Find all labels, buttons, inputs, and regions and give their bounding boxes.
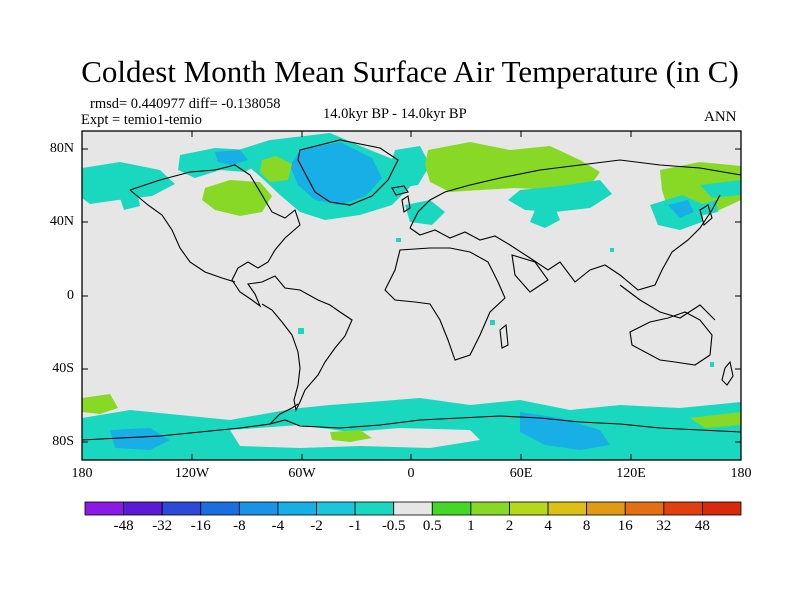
stats-label: rmsd= 0.440977 diff= -0.138058 xyxy=(90,96,281,112)
colorbar-swatch xyxy=(200,501,240,516)
colorbar-label: 2 xyxy=(505,518,514,534)
colorbar-label: -8 xyxy=(233,518,246,534)
season-label: ANN xyxy=(704,109,737,125)
coast-japan xyxy=(699,204,713,226)
anomaly-patch-north-pacific-east xyxy=(700,180,741,198)
coast-new-zealand xyxy=(721,360,734,386)
coast-antarctic-peninsula xyxy=(269,403,299,425)
colorbar-label: 8 xyxy=(582,518,591,534)
period-label: 14.0kyr BP - 14.0kyr BP xyxy=(323,106,467,122)
x-tick-label: 180 xyxy=(71,466,93,481)
colorbar-label: -4 xyxy=(271,518,285,534)
colorbar-label: -16 xyxy=(190,518,211,534)
coast-antarctica xyxy=(82,415,741,441)
colorbar-label: -32 xyxy=(152,518,173,534)
anomaly-patch-antarctic-core xyxy=(520,412,610,450)
anomaly-patch-greenland-warm xyxy=(260,156,292,182)
anomaly-patch-antarctic-core-west xyxy=(110,428,170,450)
coastlines xyxy=(82,139,741,441)
colorbar-label: 16 xyxy=(617,518,633,534)
colorbar-label: 1 xyxy=(467,518,475,534)
y-tick-label: 80N xyxy=(49,141,74,156)
colorbar-swatch xyxy=(586,501,626,516)
colorbar-swatch xyxy=(702,501,742,516)
anomaly-patch-pacific-north xyxy=(82,162,175,204)
colorbar-label: -2 xyxy=(310,518,323,534)
y-tick-label: 40S xyxy=(52,361,74,376)
x-tick-label: 120W xyxy=(174,466,210,481)
coast-europe-south xyxy=(409,194,721,291)
colorbar-label: 0.5 xyxy=(422,518,442,534)
coast-southeast-asia xyxy=(619,284,716,321)
anomaly-patch-north-canada-warm xyxy=(202,180,272,216)
coast-africa xyxy=(384,247,506,361)
colorbar-swatch xyxy=(238,501,279,516)
plot-title: Coldest Month Mean Surface Air Temperatu… xyxy=(81,54,739,89)
coast-australia xyxy=(629,311,713,366)
x-tick-label: 60W xyxy=(288,466,316,481)
colorbar-swatch xyxy=(470,501,510,516)
coast-north-america xyxy=(129,164,353,412)
colorbar-swatch xyxy=(663,501,703,516)
coast-madagascar xyxy=(499,323,509,349)
colorbar-swatch xyxy=(509,501,549,516)
anomaly-speck-2 xyxy=(396,238,401,242)
colorbar-swatch xyxy=(316,501,356,516)
coast-north-america-west xyxy=(129,189,236,283)
anomaly-patch-east-asia-core xyxy=(668,200,694,218)
colorbar-swatch xyxy=(161,501,202,516)
anomaly-speck-3 xyxy=(490,320,495,325)
y-tick-label: 0 xyxy=(67,288,74,303)
x-tick-label: 180 xyxy=(730,466,752,481)
anomaly-patch-central-asia xyxy=(530,208,560,228)
x-tick-label: 120E xyxy=(616,466,646,481)
anomaly-patch-norway xyxy=(388,146,430,188)
y-tick-label: 40N xyxy=(49,214,74,229)
anomaly-patch-siberia-warm xyxy=(425,142,600,192)
colorbar-swatch xyxy=(354,501,395,516)
y-tick-label: 80S xyxy=(52,434,74,449)
colorbar-swatch xyxy=(123,501,163,516)
x-tick-label: 0 xyxy=(407,466,415,481)
anomaly-patch-south-pacific-warm xyxy=(82,394,118,414)
experiment-label: Expt = temio1-temio xyxy=(81,112,202,128)
colorbar-label: -48 xyxy=(113,518,134,534)
anomaly-speck-4 xyxy=(610,248,614,252)
colorbar-swatch xyxy=(547,501,588,516)
anomaly-patch-alaska-small xyxy=(120,196,140,210)
anomaly-patch-eurasia-cool xyxy=(508,180,612,212)
colorbar-label: 32 xyxy=(656,518,672,534)
colorbar-swatch xyxy=(393,501,433,516)
x-tick-label: 60E xyxy=(509,466,533,481)
axis-ticks xyxy=(82,131,741,460)
anomaly-patch-antarctic-warm xyxy=(330,430,372,442)
coast-uk xyxy=(401,195,411,213)
coast-arabia xyxy=(511,254,549,293)
colorbar-swatch xyxy=(431,501,472,516)
anomaly-patch-canadian-arctic-core xyxy=(215,150,248,165)
colorbar-label: 48 xyxy=(694,518,710,534)
coast-eurasia xyxy=(409,159,741,229)
colorbar xyxy=(84,501,742,516)
coast-greenland xyxy=(297,139,399,206)
anomaly-speck-5 xyxy=(710,362,714,367)
anomaly-speck-1 xyxy=(298,328,304,334)
anomaly-patch-ross-warm xyxy=(690,412,741,428)
colorbar-swatch xyxy=(277,501,317,516)
colorbar-swatch xyxy=(624,501,665,516)
colorbar-swatch xyxy=(84,501,124,516)
colorbar-label: -0.5 xyxy=(381,518,406,534)
coast-iceland xyxy=(391,185,409,196)
colorbar-label: -1 xyxy=(348,518,362,534)
colorbar-label: 4 xyxy=(544,518,552,534)
